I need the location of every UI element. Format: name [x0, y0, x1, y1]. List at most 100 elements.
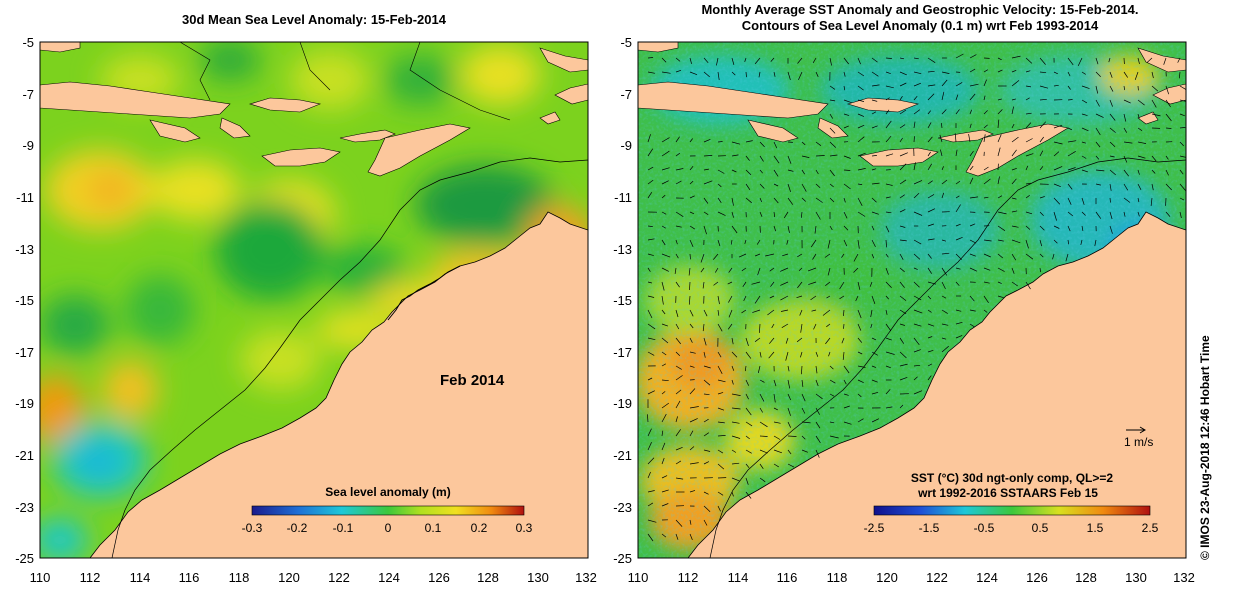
velocity-arrow	[927, 223, 935, 227]
velocity-arrow	[759, 393, 765, 402]
velocity-arrow	[745, 421, 753, 427]
velocity-arrow	[689, 365, 695, 368]
velocity-arrow	[899, 163, 907, 171]
velocity-arrow	[826, 323, 831, 328]
velocity-arrow	[675, 225, 682, 228]
velocity-arrow	[769, 337, 775, 344]
velocity-arrow	[871, 351, 878, 356]
velocity-arrow	[927, 110, 931, 115]
velocity-arrow	[899, 225, 906, 228]
velocity-arrow	[1011, 69, 1017, 73]
velocity-arrow	[675, 375, 683, 381]
velocity-arrow	[1011, 55, 1021, 59]
velocity-arrow	[688, 267, 691, 276]
velocity-arrow	[731, 197, 734, 206]
velocity-arrow	[689, 519, 692, 525]
left-annotation-feb-2014: Feb 2014	[440, 372, 505, 389]
left-map: Feb 2014	[40, 42, 588, 558]
velocity-arrow	[885, 337, 892, 341]
velocity-arrow	[675, 239, 678, 245]
velocity-arrow	[801, 365, 803, 375]
velocity-arrow	[780, 295, 789, 301]
velocity-arrow	[815, 365, 818, 374]
velocity-arrow	[927, 253, 932, 259]
velocity-arrow	[787, 71, 791, 81]
velocity-arrow	[661, 253, 671, 258]
velocity-arrow	[801, 169, 805, 175]
velocity-arrow	[689, 57, 692, 64]
velocity-arrow	[797, 57, 803, 64]
velocity-arrow	[1011, 136, 1019, 143]
velocity-arrow	[913, 323, 922, 327]
velocity-arrow	[765, 253, 775, 257]
velocity-arrow	[927, 238, 935, 241]
left-cbar-tick: -0.3	[242, 521, 263, 535]
velocity-arrow	[899, 209, 906, 213]
left-cbar-tick: -0.1	[333, 521, 354, 535]
velocity-arrow	[787, 169, 794, 172]
velocity-arrow	[731, 365, 735, 371]
velocity-arrow	[661, 323, 669, 327]
velocity-arrow	[801, 449, 808, 453]
velocity-arrow	[1025, 122, 1032, 129]
left-contour-north	[179, 42, 511, 121]
right-x-tick-label: 120	[876, 570, 898, 585]
velocity-arrow	[885, 57, 892, 59]
velocity-arrow	[759, 463, 764, 469]
velocity-arrow	[787, 463, 795, 468]
right-y-tick-label: -7	[620, 87, 632, 102]
velocity-arrow	[857, 183, 863, 185]
velocity-arrow	[885, 389, 891, 395]
velocity-arrow	[703, 180, 713, 185]
velocity-arrow	[839, 281, 845, 290]
velocity-arrow	[871, 253, 875, 259]
velocity-arrow	[940, 149, 943, 157]
velocity-arrow	[1109, 169, 1116, 176]
velocity-arrow	[954, 133, 957, 143]
velocity-arrow	[1053, 71, 1058, 75]
velocity-arrow	[717, 239, 721, 247]
velocity-arrow	[885, 85, 894, 89]
velocity-arrow	[796, 337, 803, 343]
velocity-arrow	[1146, 57, 1153, 63]
velocity-arrow	[1137, 127, 1143, 131]
velocity-arrow	[731, 477, 740, 482]
velocity-arrow	[813, 323, 817, 330]
velocity-arrow	[997, 195, 1003, 199]
velocity-arrow	[885, 153, 894, 157]
velocity-arrow	[1011, 98, 1016, 101]
velocity-arrow	[756, 239, 761, 245]
velocity-arrow	[899, 71, 907, 76]
right-y-tick-label: -23	[613, 500, 632, 515]
velocity-arrow	[1025, 153, 1034, 157]
velocity-arrow	[815, 183, 821, 188]
velocity-arrow	[829, 393, 835, 397]
velocity-arrow	[703, 393, 710, 396]
velocity-arrow	[871, 125, 878, 129]
velocity-arrow	[1109, 141, 1116, 147]
velocity-arrow	[689, 281, 691, 291]
velocity-arrow	[857, 124, 865, 129]
velocity-arrow	[913, 82, 922, 87]
velocity-arrow	[785, 351, 789, 361]
velocity-arrow	[1011, 123, 1015, 129]
velocity-arrow	[815, 155, 825, 157]
velocity-arrow	[703, 197, 709, 204]
left-x-tick-label: 122	[328, 570, 350, 585]
velocity-arrow	[899, 152, 908, 157]
left-plot-frame	[39, 41, 589, 559]
velocity-arrow	[647, 309, 653, 319]
velocity-arrow	[857, 239, 860, 249]
velocity-arrow	[997, 225, 1006, 231]
velocity-arrow	[1011, 106, 1014, 115]
right-y-tick-label: -11	[614, 190, 632, 205]
velocity-arrow	[675, 337, 681, 345]
velocity-arrow	[941, 109, 947, 115]
velocity-arrow	[703, 168, 709, 171]
velocity-arrow	[647, 414, 649, 423]
velocity-arrow	[773, 449, 783, 454]
velocity-arrow	[983, 166, 989, 171]
velocity-arrow	[1039, 166, 1044, 171]
velocity-arrow	[941, 91, 945, 101]
velocity-arrow	[742, 281, 747, 287]
